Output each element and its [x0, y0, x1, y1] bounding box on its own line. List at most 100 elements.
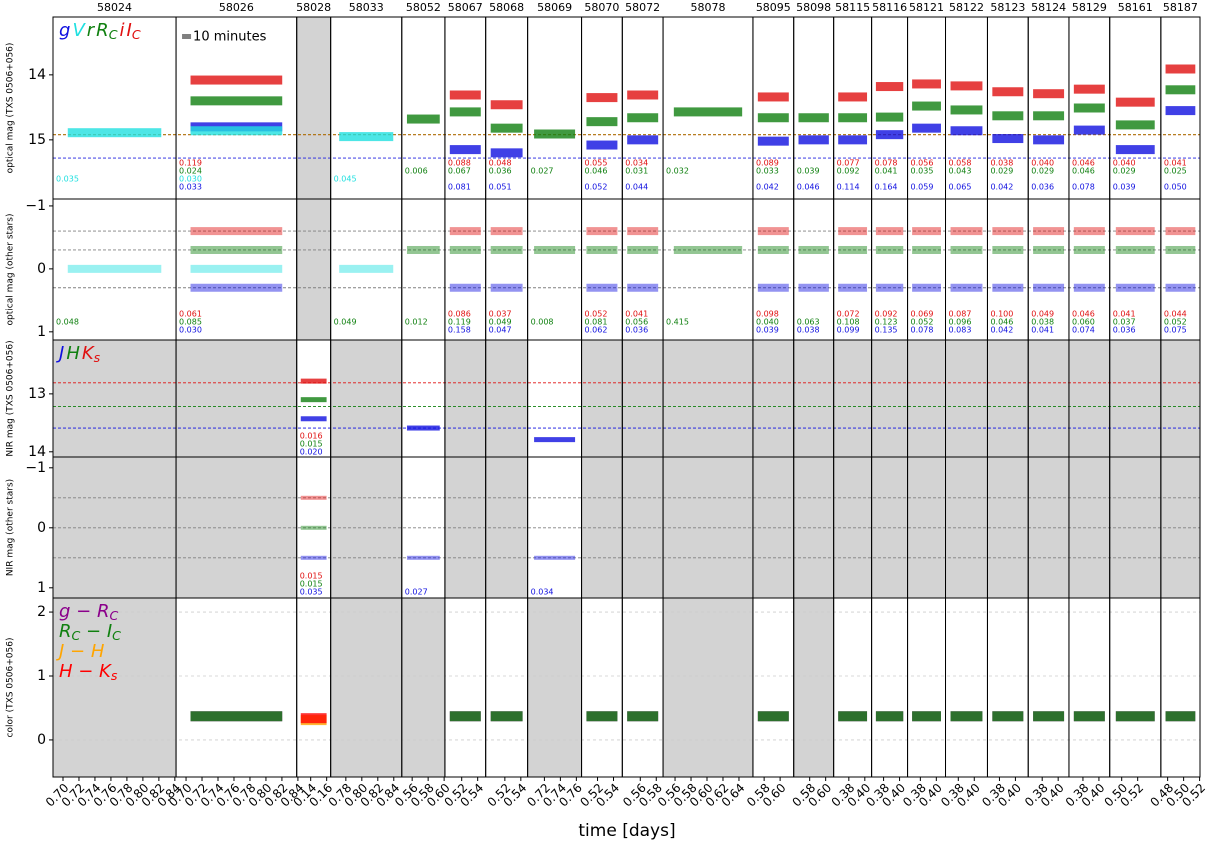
rms-label: 0.065	[949, 183, 972, 192]
y-tick-label: 14	[28, 67, 46, 83]
data-band	[627, 90, 659, 100]
rms-label: 0.015	[300, 572, 323, 581]
panel-background	[485, 598, 528, 777]
rms-label: 0.056	[911, 159, 934, 168]
night-label: 58026	[219, 1, 254, 14]
panel-background	[793, 340, 834, 457]
panel-background	[622, 598, 664, 777]
rms-label: 0.061	[179, 310, 202, 319]
panel-frame	[1160, 597, 1201, 778]
panel-background	[622, 17, 664, 199]
data-band	[406, 555, 440, 560]
data-band	[912, 79, 941, 89]
panel-background	[401, 598, 445, 777]
rms-label: 0.037	[1113, 318, 1136, 327]
panel-background	[987, 17, 1029, 199]
rms-label: 0.036	[1113, 326, 1136, 335]
panel-background	[401, 17, 445, 199]
panel-background	[1028, 340, 1069, 457]
rms-label: 0.058	[949, 159, 972, 168]
y-axis-label: NIR mag (other stars)	[6, 479, 16, 576]
rms-label: 0.045	[334, 175, 357, 184]
data-band	[190, 126, 283, 136]
data-band	[67, 264, 162, 273]
data-band	[1073, 245, 1105, 254]
panel-background	[176, 340, 297, 457]
data-band	[627, 283, 659, 292]
panel-background	[330, 457, 402, 598]
data-band	[627, 135, 659, 145]
panel-background	[987, 598, 1029, 777]
data-band	[627, 711, 659, 722]
data-band	[798, 283, 829, 292]
rms-label: 0.081	[585, 318, 608, 327]
data-band	[67, 128, 162, 138]
panel-background	[53, 340, 177, 457]
panel-background	[987, 340, 1029, 457]
data-band	[300, 416, 327, 422]
data-band	[875, 227, 904, 236]
panel-background	[485, 340, 528, 457]
rms-label: 0.030	[179, 175, 202, 184]
panel-background	[330, 340, 402, 457]
y-axis-label: optical mag (TXS 0506+056)	[6, 43, 16, 174]
panel-background	[1068, 598, 1110, 777]
y-tick-label: 15	[28, 132, 46, 148]
data-band	[950, 245, 983, 254]
panel-background	[663, 199, 753, 340]
x-axis-label: time [days]	[578, 821, 675, 841]
y-tick-label: 1	[37, 324, 46, 340]
rms-label: 0.098	[756, 310, 779, 319]
data-band	[757, 136, 789, 146]
rms-label: 0.042	[990, 183, 1013, 192]
y-axis-label: color (TXS 0506+056)	[6, 638, 16, 738]
data-band	[190, 711, 283, 722]
panel-background	[444, 199, 486, 340]
data-band	[449, 90, 481, 100]
rms-label: 0.048	[56, 318, 79, 327]
y-tick-label: 2	[37, 604, 46, 620]
panel-background	[871, 199, 908, 340]
data-band	[406, 245, 440, 254]
data-band	[1073, 84, 1105, 94]
rms-label: 0.040	[756, 318, 779, 327]
night-label: 58116	[872, 1, 907, 14]
data-band	[1073, 711, 1105, 722]
panel-background	[1160, 340, 1200, 457]
data-band	[950, 126, 983, 136]
data-band	[449, 711, 481, 722]
rms-label: 0.046	[1072, 167, 1095, 176]
panel-background	[1109, 199, 1161, 340]
rms-label: 0.099	[837, 326, 860, 335]
rms-label: 0.096	[949, 318, 972, 327]
data-band	[534, 129, 576, 139]
rms-label: 0.052	[585, 183, 608, 192]
panel-background	[581, 199, 623, 340]
rms-label: 0.087	[949, 310, 972, 319]
data-band	[534, 245, 576, 254]
panel-background	[53, 17, 177, 199]
panel-background	[945, 598, 988, 777]
panel-background	[871, 340, 908, 457]
panel-background	[176, 17, 297, 199]
data-band	[1115, 97, 1155, 107]
data-band	[1073, 283, 1105, 292]
data-band	[673, 245, 743, 254]
data-band	[1073, 103, 1105, 113]
rms-label: 0.074	[1072, 326, 1095, 335]
night-label: 58033	[349, 1, 384, 14]
y-tick-label: −1	[25, 460, 46, 476]
panel-background	[1068, 340, 1110, 457]
data-band	[300, 713, 327, 724]
rms-label: 0.052	[585, 310, 608, 319]
panel-background	[793, 598, 834, 777]
y-axis-label: optical mag (other stars)	[6, 214, 16, 326]
data-band	[449, 283, 481, 292]
panel-background	[581, 457, 623, 598]
data-band	[992, 134, 1024, 144]
panel-background	[53, 199, 177, 340]
data-band	[875, 112, 904, 122]
night-label: 58068	[489, 1, 524, 14]
rms-label: 0.077	[837, 159, 860, 168]
data-band	[838, 245, 868, 254]
